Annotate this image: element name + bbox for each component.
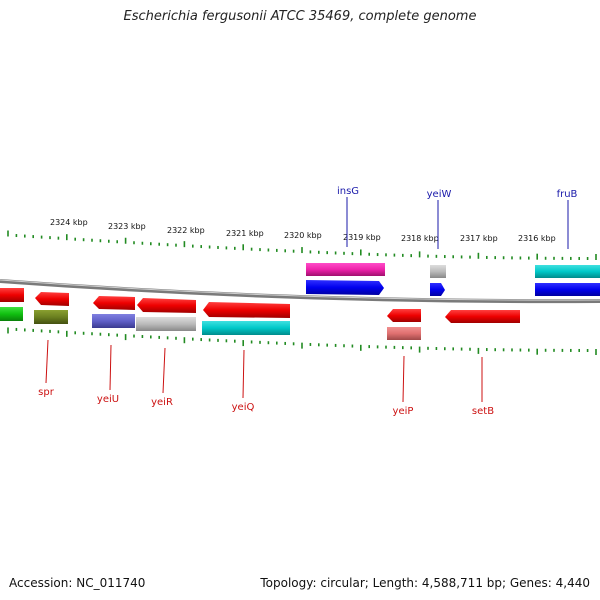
gene-insG-cds[interactable] [306,280,384,295]
gene-edge-cds[interactable] [0,288,24,302]
tick-label: 2322 kbp [167,226,205,235]
gene-label-fruB[interactable]: fruB [557,189,578,200]
gene-spr-feature[interactable] [34,310,68,324]
gene-setB-cds[interactable] [445,310,520,323]
scale-labels: 2324 kbp 2323 kbp 2322 kbp 2321 kbp 2320… [50,218,556,243]
tick-label: 2323 kbp [108,222,146,231]
gene-yeiQ-feature[interactable] [202,321,290,335]
label-leaders [45,197,569,403]
forward-strand [306,263,600,296]
tick-label: 2320 kbp [284,231,322,240]
tick-label: 2316 kbp [518,234,556,243]
gene-yeiR-cds[interactable] [137,298,196,313]
gene-label-yeiP[interactable]: yeiP [393,406,414,417]
gene-label-spr[interactable]: spr [38,387,55,398]
tick-label: 2318 kbp [401,234,439,243]
gene-label-yeiR[interactable]: yeiR [151,397,173,408]
gene-labels: insG yeiW fruB spr yeiU yeiR yeiQ yeiP s… [38,186,577,417]
gene-label-setB[interactable]: setB [472,406,494,417]
gene-edge-feature[interactable] [0,307,23,321]
gene-fruB-feature[interactable] [535,265,600,278]
inner-scale [7,327,597,355]
gene-label-yeiQ[interactable]: yeiQ [232,402,255,413]
reverse-strand [0,288,520,340]
map-title: Escherichia fergusonii ATCC 35469, compl… [123,9,477,24]
topology-summary: Topology: circular; Length: 4,588,711 bp… [260,576,590,590]
gene-yeiR-feature[interactable] [136,317,196,331]
gene-label-insG[interactable]: insG [337,186,359,197]
tick-label: 2321 kbp [226,229,264,238]
gene-label-yeiW[interactable]: yeiW [427,189,452,200]
gene-yeiU-cds[interactable] [93,296,135,310]
gene-yeiP-cds[interactable] [387,309,421,322]
outer-scale [7,230,597,260]
gene-yeiU-feature[interactable] [92,314,135,328]
backbone-highlight [0,279,600,301]
gene-fruB-cds[interactable] [535,283,600,296]
gene-yeiP-feature[interactable] [387,327,421,340]
backbone-line [0,279,600,304]
tick-label: 2317 kbp [460,234,498,243]
gene-yeiW-cds[interactable] [430,283,445,296]
gene-yeiQ-cds[interactable] [203,302,290,318]
tick-label: 2324 kbp [50,218,88,227]
gene-insG-feature[interactable] [306,263,385,276]
gene-yeiW-feature[interactable] [430,265,446,278]
accession-text: Accession: NC_011740 [9,576,146,590]
gene-spr-cds[interactable] [35,292,69,306]
gene-label-yeiU[interactable]: yeiU [97,394,119,405]
tick-label: 2319 kbp [343,233,381,242]
